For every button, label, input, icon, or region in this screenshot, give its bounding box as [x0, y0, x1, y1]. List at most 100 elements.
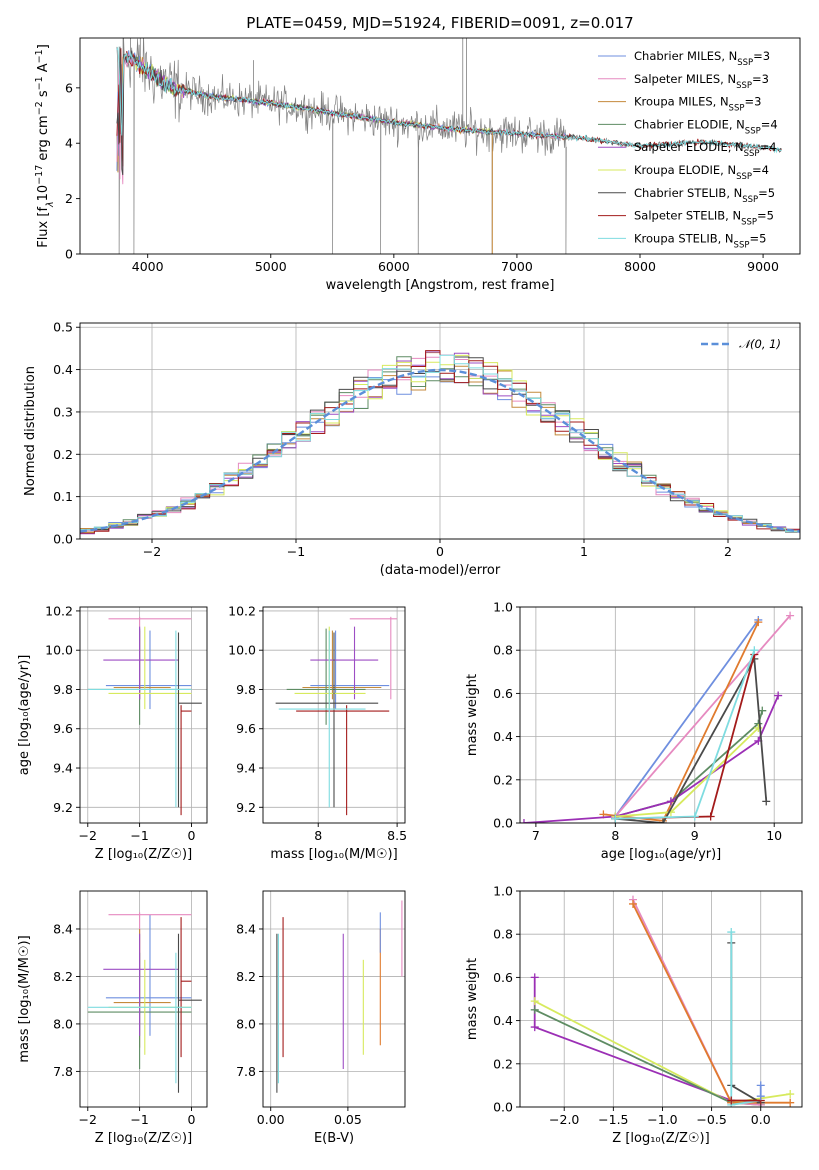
y-axis-label: Normed distribution [23, 366, 38, 496]
panel-1: −2 −1 0 1 2 0.0 0.1 0.2 0.3 0.4 0.5 (data-model)/er… [23, 320, 801, 578]
series-line [730, 932, 761, 1106]
data-point-marker [530, 1023, 539, 1032]
y-tick-label: 0.8 [493, 927, 513, 942]
x-axis-label: Z [log₁₀(Z/Z☉)] [612, 1131, 709, 1146]
errorbar-point [103, 933, 179, 1036]
axes-frame [519, 606, 803, 824]
data-point-marker [774, 691, 783, 700]
x-tick-label: 6000 [378, 259, 410, 274]
axes-frame [79, 890, 208, 1108]
x-tick-label: 8 [314, 828, 322, 843]
errorbar-point [302, 630, 382, 700]
y-tick-label: 8.2 [53, 969, 73, 984]
y-tick-label: 7.8 [236, 1064, 256, 1079]
errorbar-point [286, 628, 366, 725]
errorbar-point [296, 705, 390, 816]
x-tick-label: −1 [130, 1112, 148, 1127]
observed-spectrum [116, 38, 567, 254]
errorbar-point [105, 630, 192, 710]
series-line [615, 655, 768, 823]
y-tick-label: 9.6 [236, 721, 256, 736]
x-tick-label: 10 [766, 828, 782, 843]
x-tick-label: −2 [79, 828, 97, 843]
axes-frame [519, 890, 803, 1108]
data-point-marker [756, 1092, 765, 1101]
y-tick-label: 4 [65, 136, 73, 151]
y-tick-label: 9.8 [53, 682, 73, 697]
y-tick-label: 0.4 [53, 362, 73, 377]
data-point-marker [666, 797, 675, 806]
data-point-marker [786, 611, 795, 620]
y-tick-label: 0.0 [53, 532, 73, 547]
plot-area [530, 895, 795, 1107]
data-point-marker [727, 928, 736, 937]
x-tick-label: 0.0 [751, 1112, 771, 1127]
data-point-marker [611, 814, 620, 823]
y-tick-label: 0.3 [53, 404, 73, 419]
plot-area [80, 350, 800, 535]
errorbar-point [349, 616, 398, 700]
y-tick-label: 8.4 [236, 921, 256, 936]
y-axis-label: mass weight [465, 958, 480, 1040]
x-tick-label: 1 [580, 544, 588, 559]
data-point-marker [786, 1098, 795, 1107]
y-tick-label: 6 [65, 80, 73, 95]
legend-entry: Chabrier ELODIE, NSSP=4 [634, 117, 778, 136]
legend-entry: Chabrier STELIB, NSSP=5 [634, 186, 775, 205]
y-tick-label: 9.4 [236, 761, 256, 776]
y-tick-label: 10.2 [228, 603, 256, 618]
x-tick-label: 0.00 [257, 1112, 285, 1127]
panel-2: −2 −1 0 9.2 9.4 9.6 9.8 10.0 10.2 Z [log₁₀(Z/Z☉)]… [17, 603, 208, 862]
data-point-marker [690, 812, 699, 821]
panel-7: −2.0 −1.5 −1.0 −0.5 0.0 0.0 0.2 0.4 0.6 0.8 1.0 Z [… [465, 884, 803, 1146]
y-tick-label: 8.2 [236, 969, 256, 984]
y-tick-label: 0.6 [493, 686, 513, 701]
data-point-marker [706, 812, 715, 821]
grid [80, 607, 207, 823]
x-tick-label: 4000 [132, 259, 164, 274]
x-tick-label: −2 [143, 544, 161, 559]
errorbar-point [177, 632, 202, 808]
data-point-marker [628, 899, 637, 908]
x-axis-label: age [log₁₀(age/yr)] [601, 847, 722, 862]
data-point-marker [658, 819, 667, 823]
x-tick-label: 8 [611, 828, 619, 843]
x-tick-label: −2.0 [549, 1112, 579, 1127]
data-point-marker [758, 706, 767, 715]
axes-frame [79, 37, 801, 255]
legend-entry: Kroupa STELIB, NSSP=5 [634, 231, 766, 250]
panel-5: −2 −1 0 7.8 8.0 8.2 8.4 Z [log₁₀(Z/Z☉)] mass [lo… [17, 890, 208, 1146]
y-tick-label: 1.0 [493, 884, 513, 899]
panel-3: 8 8.5 9.2 9.4 9.6 9.8 10.0 10.2 mass [log₁₀(M/M☉… [228, 603, 407, 862]
y-tick-label: 9.8 [236, 682, 256, 697]
y-tick-label: 0.2 [493, 1056, 513, 1071]
data-point-marker [530, 1005, 539, 1014]
errorbar-point [113, 928, 171, 1048]
y-tick-label: 8.0 [236, 1016, 256, 1031]
errorbar-point [180, 705, 192, 816]
panel-6: 0.00 0.05 7.8 8.0 8.2 8.4 E(B-V) [236, 890, 406, 1146]
x-tick-label: 8000 [624, 259, 656, 274]
data-point-marker [786, 1090, 795, 1099]
plot-area [275, 616, 398, 816]
model-spectrum-chabrier-elodie [134, 56, 493, 136]
x-tick-label: −1 [287, 544, 305, 559]
errorbar-point [275, 632, 379, 808]
series-line [632, 899, 761, 1106]
x-tick-label: 0 [436, 544, 444, 559]
model-spectrum-salpeter-elodie [135, 59, 493, 135]
x-tick-label: 2 [724, 544, 732, 559]
model-spectrum-kroupa-stelib [116, 46, 782, 154]
y-tick-label: 0.4 [493, 729, 513, 744]
x-axis-label: wavelength [Angstrom, rest frame] [326, 278, 555, 293]
data-point-marker [530, 973, 539, 982]
plot-area [116, 38, 782, 254]
data-point-marker [754, 618, 763, 627]
y-axis-label: mass [log₁₀(M/M☉)] [17, 935, 32, 1062]
panel-4: 7 8 9 10 0.0 0.2 0.4 0.6 0.8 1.0 age [log₁₀(age/yr… [465, 600, 803, 862]
data-point-marker [762, 797, 771, 806]
plot-area [276, 900, 403, 1093]
series-line [614, 619, 760, 818]
x-tick-label: 0.05 [334, 1112, 362, 1127]
x-axis-label: mass [log₁₀(M/M☉)] [270, 847, 397, 862]
